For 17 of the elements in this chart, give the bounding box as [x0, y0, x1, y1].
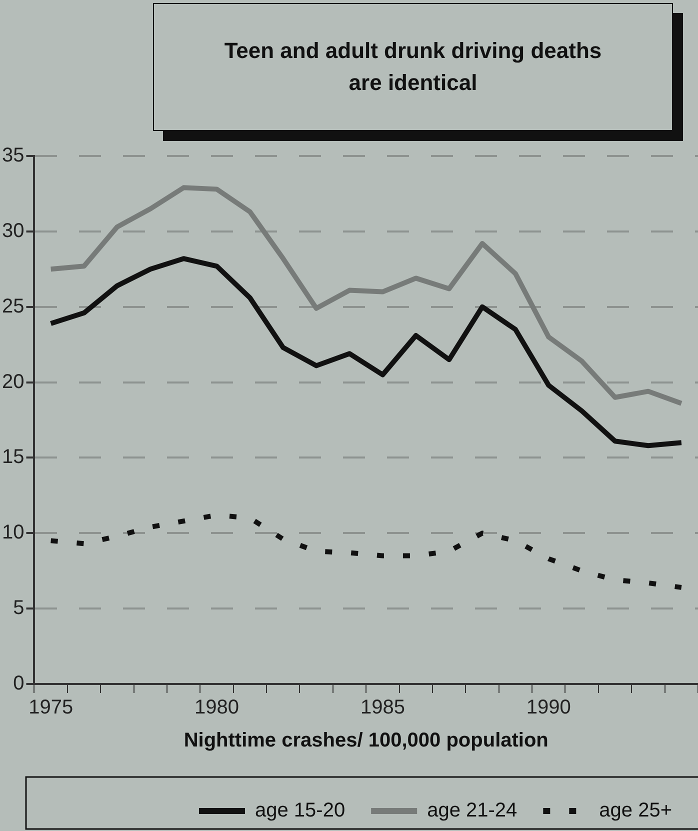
y-tick-label: 10 [2, 522, 24, 544]
y-tick-label: 35 [2, 144, 24, 167]
y-tick-label: 20 [2, 370, 24, 393]
y-tick-label: 0 [13, 672, 24, 695]
legend-label: age 25+ [599, 800, 672, 822]
y-tick-label: 25 [2, 295, 24, 318]
x-axis-title: Nighttime crashes/ 100,000 population [184, 730, 548, 752]
legend-label: age 15-20 [254, 800, 346, 822]
y-tick-label: 5 [13, 597, 24, 620]
legend-label: age 21-24 [427, 800, 518, 822]
y-tick-label: 30 [2, 220, 24, 242]
x-tick-label: 1975 [28, 696, 74, 719]
x-tick-label: 1990 [526, 696, 571, 719]
x-tick-label: 1980 [194, 696, 240, 719]
y-tick-label: 15 [2, 446, 24, 468]
x-tick-label: 1985 [360, 696, 405, 719]
chart-title: Teen and adult drunk driving deaths are identical [153, 3, 673, 131]
